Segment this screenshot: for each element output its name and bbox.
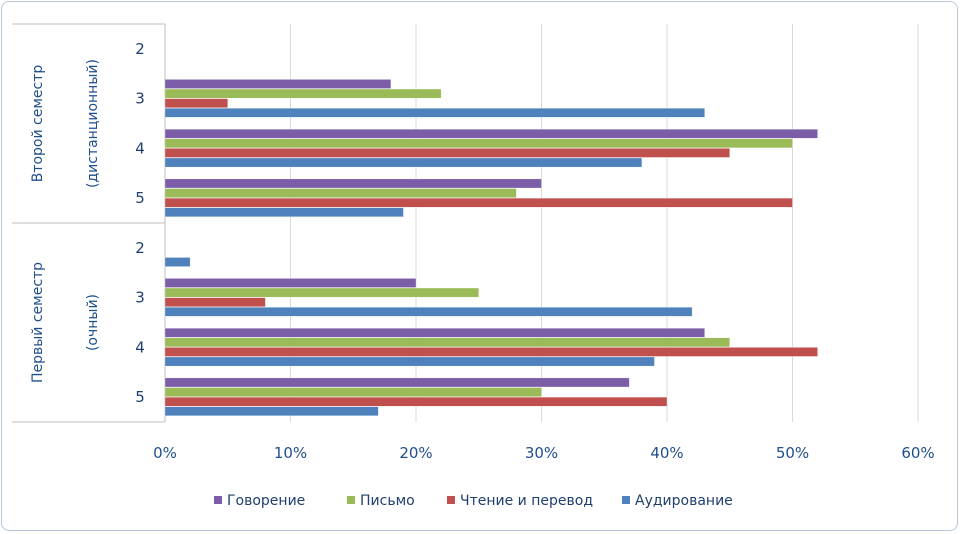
bar xyxy=(164,297,266,307)
bar xyxy=(164,377,630,388)
bar xyxy=(164,98,228,108)
legend-swatch xyxy=(622,496,630,504)
category-label: 2 xyxy=(135,239,145,257)
bar xyxy=(164,138,793,149)
bar xyxy=(164,88,442,99)
legend-label: Чтение и перевод xyxy=(460,493,593,509)
category-label: 5 xyxy=(135,388,145,406)
x-tick-label: 50% xyxy=(776,444,809,462)
bar xyxy=(164,188,517,198)
bar xyxy=(164,307,693,317)
category-label: 4 xyxy=(135,338,145,356)
bar xyxy=(164,396,668,407)
x-tick-label: 40% xyxy=(650,444,683,462)
bar xyxy=(164,287,479,298)
bar xyxy=(164,356,655,367)
legend-label: Аудирование xyxy=(635,493,733,509)
x-tick-label: 10% xyxy=(274,444,307,462)
bar xyxy=(164,129,818,139)
x-tick-label: 0% xyxy=(153,444,177,462)
group-label-line2: (очный) xyxy=(85,294,101,351)
bar xyxy=(164,79,392,89)
legend-label: Письмо xyxy=(360,493,415,509)
bar xyxy=(164,108,705,118)
group-label-line1: Первый семестр xyxy=(30,262,46,383)
legend-swatch xyxy=(447,496,455,504)
category-label: 5 xyxy=(135,189,145,207)
group-label-line1: Второй семестр xyxy=(30,65,46,183)
bar xyxy=(164,257,191,267)
bar xyxy=(164,387,542,397)
legend-swatch xyxy=(347,496,355,504)
bar xyxy=(164,406,379,416)
x-tick-label: 60% xyxy=(901,444,934,462)
bar xyxy=(164,347,818,357)
category-label: 2 xyxy=(135,40,145,58)
bar xyxy=(164,278,417,288)
bar xyxy=(164,328,705,338)
category-label: 3 xyxy=(135,90,145,108)
category-label: 4 xyxy=(135,139,145,157)
bar xyxy=(164,148,730,158)
legend-label: Говорение xyxy=(227,493,305,509)
bar xyxy=(164,178,542,189)
bar xyxy=(164,157,643,168)
category-label: 3 xyxy=(135,289,145,307)
group-label-line2: (дистанционный) xyxy=(85,59,101,188)
bar xyxy=(164,197,793,208)
x-tick-label: 30% xyxy=(525,444,558,462)
bar xyxy=(164,337,730,348)
x-tick-label: 20% xyxy=(399,444,432,462)
bar xyxy=(164,207,404,217)
legend-swatch xyxy=(214,496,222,504)
